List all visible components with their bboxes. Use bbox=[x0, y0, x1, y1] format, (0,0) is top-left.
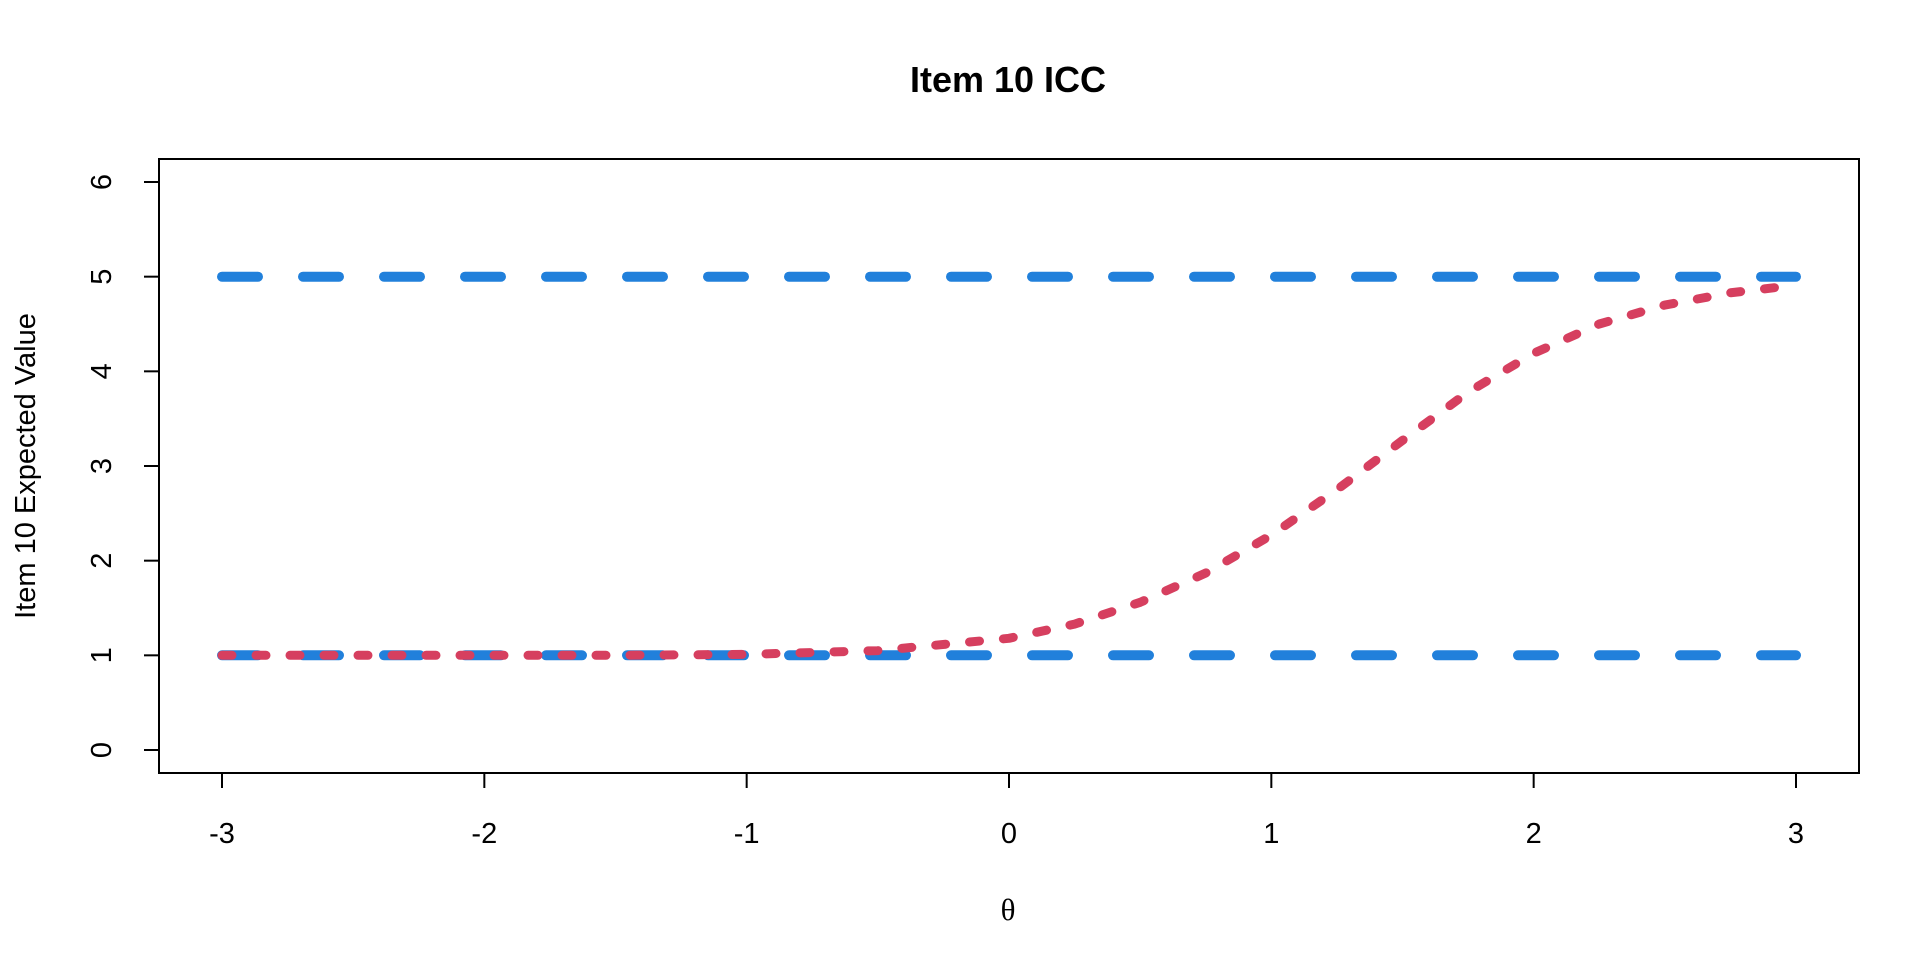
x-tick-label: 1 bbox=[1263, 818, 1279, 850]
y-tick-label: 2 bbox=[86, 553, 118, 569]
y-tick-label: 0 bbox=[86, 742, 118, 758]
x-tick-label: -2 bbox=[471, 818, 497, 850]
series-layer bbox=[217, 271, 1801, 661]
x-tick-label: 2 bbox=[1526, 818, 1542, 850]
y-axis-label: Item 10 Expected Value bbox=[10, 313, 42, 619]
x-tick-label: 0 bbox=[1001, 818, 1017, 850]
x-tick-label: -3 bbox=[209, 818, 235, 850]
plot-area bbox=[158, 158, 1860, 774]
chart-title: Item 10 ICC bbox=[910, 59, 1106, 100]
y-tick-label: 4 bbox=[86, 363, 118, 379]
x-tick-label: 3 bbox=[1788, 818, 1804, 850]
y-tick-label: 5 bbox=[86, 269, 118, 285]
x-tick-label: -1 bbox=[734, 818, 760, 850]
y-tick-label: 1 bbox=[86, 647, 118, 663]
icc-curve bbox=[217, 280, 1801, 660]
axes: -3 -2 -1 0 1 2 3 0 1 2 3 4 5 6 bbox=[86, 174, 1804, 850]
y-tick-label: 6 bbox=[86, 174, 118, 190]
y-tick-label: 3 bbox=[86, 458, 118, 474]
x-axis-label: θ bbox=[1001, 892, 1016, 927]
